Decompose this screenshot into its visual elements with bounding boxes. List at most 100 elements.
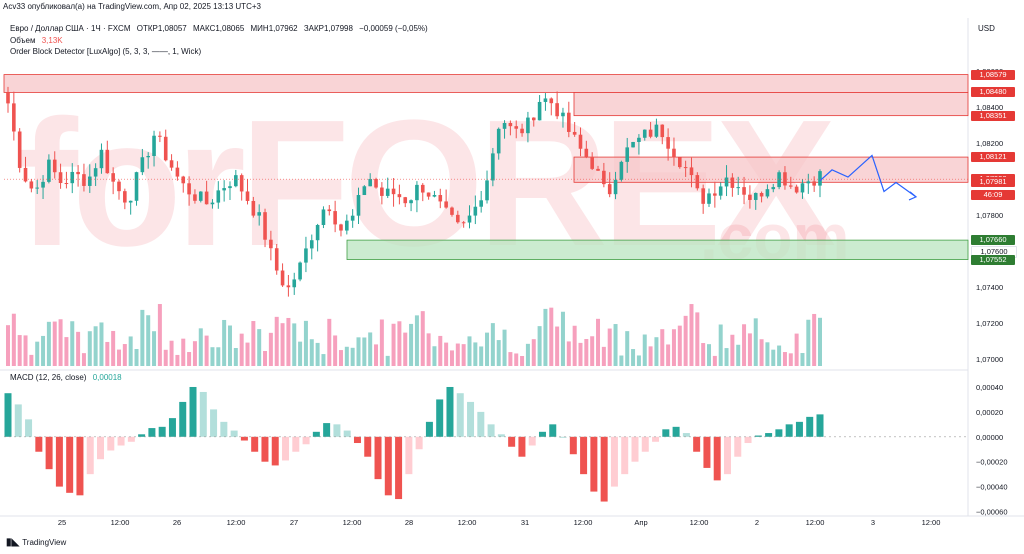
candle-body (771, 187, 776, 190)
macd-tick-label: 0,00040 (976, 383, 1003, 392)
tradingview-footer[interactable]: ▮◣ TradingView (6, 537, 66, 548)
candle-body (23, 167, 28, 182)
candle-body (572, 131, 577, 135)
macd-bar (127, 436, 135, 442)
volume-bar (362, 337, 367, 366)
volume-bar (140, 309, 145, 366)
candle-body (467, 215, 472, 223)
volume-bar (116, 349, 121, 366)
candle-body (409, 200, 413, 204)
macd-bar (107, 436, 115, 451)
candle-body (280, 270, 285, 286)
candle-body (163, 136, 168, 161)
indicator-legend[interactable]: Order Block Detector [LuxAlgo] (5, 3, 3,… (10, 47, 201, 56)
macd-bar (538, 431, 546, 437)
volume-bar (520, 355, 525, 366)
candle-body (642, 129, 647, 138)
candle-body (169, 160, 174, 168)
macd-bar (35, 436, 43, 452)
macd-bar (610, 436, 618, 487)
volume-bar (601, 346, 606, 366)
volume-bar (303, 320, 308, 366)
macd-bar (302, 436, 310, 445)
volume-bar (765, 342, 770, 366)
candle-body (234, 175, 238, 187)
macd-bar (641, 436, 649, 452)
volume-bar (216, 347, 221, 366)
volume-bar (806, 319, 811, 366)
candle-body (339, 224, 343, 231)
volume-bar (461, 344, 466, 366)
candle-body (87, 176, 92, 186)
candle-body (47, 159, 51, 182)
candle-body (602, 170, 606, 185)
candle-body (812, 181, 816, 186)
candle-body (362, 186, 367, 196)
volume-bar (782, 352, 787, 366)
macd-tick-label: 0,00000 (976, 433, 1003, 442)
time-tick-label: 3 (871, 518, 875, 527)
volume-bar (572, 325, 577, 366)
time-tick-label: 12:00 (922, 518, 941, 527)
volume-bar (508, 352, 513, 366)
candle-body (730, 177, 735, 188)
candle-body (526, 117, 530, 134)
macd-bar (14, 404, 22, 437)
candle-body (269, 239, 273, 249)
macd-bar (744, 436, 752, 444)
macd-bar (425, 421, 433, 437)
candle-body (613, 179, 618, 195)
candle-body (228, 186, 232, 189)
volume-bar (560, 311, 565, 366)
macd-bar (353, 436, 361, 444)
candle-body (111, 173, 115, 182)
symbol-legend[interactable]: Евро / Доллар США · 1Ч · FXCM ОТКР1,0805… (10, 24, 428, 33)
candle-body (105, 149, 110, 174)
macd-legend[interactable]: MACD (12, 26, close) 0,00018 (10, 373, 122, 382)
candle-body (549, 98, 554, 104)
volume-bar (292, 323, 297, 366)
macd-bar (384, 436, 392, 496)
tradingview-logo-icon: ▮◣ (6, 537, 20, 548)
volume-bar (747, 333, 752, 366)
candle-body (58, 172, 63, 184)
volume-bar (263, 350, 268, 366)
candle-body (368, 178, 372, 187)
macd-bar (148, 428, 156, 437)
volume-bar (683, 315, 688, 366)
macd-bar (76, 436, 84, 496)
volume-bar (146, 315, 151, 366)
volume-bar (818, 317, 822, 366)
volume-bar (23, 335, 28, 366)
candle-body (660, 124, 665, 138)
macd-bar (395, 436, 403, 500)
time-tick-label: Апр (634, 518, 647, 527)
volume-bar (391, 323, 396, 366)
volume-bar (502, 329, 507, 366)
candle-body (818, 171, 822, 186)
candle-body (695, 175, 700, 189)
candle-body (35, 187, 40, 189)
candle-body (82, 174, 86, 186)
time-tick-label: 12:00 (574, 518, 593, 527)
volume-bar (490, 323, 495, 366)
macd-bar (210, 409, 218, 437)
macd-bar (343, 430, 351, 437)
volume-bar (222, 319, 227, 366)
candles-group (6, 86, 822, 297)
macd-bar (580, 436, 588, 475)
volume-bar (701, 343, 706, 366)
price-tag: 46:09 (971, 190, 1015, 201)
volume-bar (794, 333, 799, 366)
time-tick-label: 12:00 (111, 518, 130, 527)
macd-bar (559, 436, 567, 438)
price-tag: 1,08480 (971, 87, 1015, 98)
macd-bar (220, 421, 228, 437)
volume-legend[interactable]: Объем 3,13K (10, 36, 63, 45)
volume-bar (257, 329, 262, 366)
candle-body (333, 211, 337, 225)
volume-bar (99, 322, 104, 366)
time-tick-label: 28 (405, 518, 413, 527)
candle-body (438, 195, 443, 202)
